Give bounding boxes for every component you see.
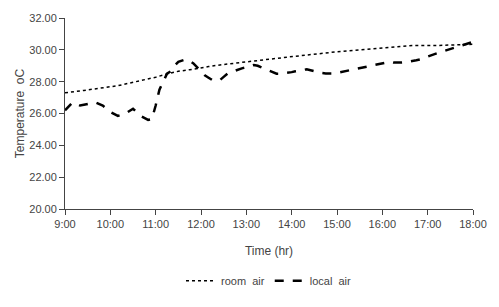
svg-text:11:00: 11:00 [142, 218, 169, 230]
svg-text:17:00: 17:00 [414, 218, 442, 230]
svg-text:18:00: 18:00 [459, 218, 487, 230]
svg-text:28.00: 28.00 [29, 76, 57, 88]
svg-text:Temperature oC: Temperature oC [13, 68, 27, 158]
svg-text:32.00: 32.00 [29, 12, 57, 24]
svg-text:13:00: 13:00 [233, 218, 261, 230]
svg-text:30.00: 30.00 [29, 44, 57, 56]
svg-text:local air: local air [310, 275, 351, 287]
svg-text:9:00: 9:00 [54, 218, 75, 230]
svg-text:16:00: 16:00 [369, 218, 397, 230]
svg-text:room air: room air [221, 275, 265, 287]
svg-text:Time (hr): Time (hr) [245, 244, 293, 258]
svg-text:15:00: 15:00 [323, 218, 351, 230]
svg-text:10:00: 10:00 [97, 218, 125, 230]
svg-text:26.00: 26.00 [29, 107, 57, 119]
svg-text:22.00: 22.00 [29, 171, 57, 183]
svg-text:24.00: 24.00 [29, 139, 57, 151]
svg-text:14:00: 14:00 [278, 218, 306, 230]
svg-text:12:00: 12:00 [187, 218, 215, 230]
svg-text:20.00: 20.00 [29, 203, 57, 215]
